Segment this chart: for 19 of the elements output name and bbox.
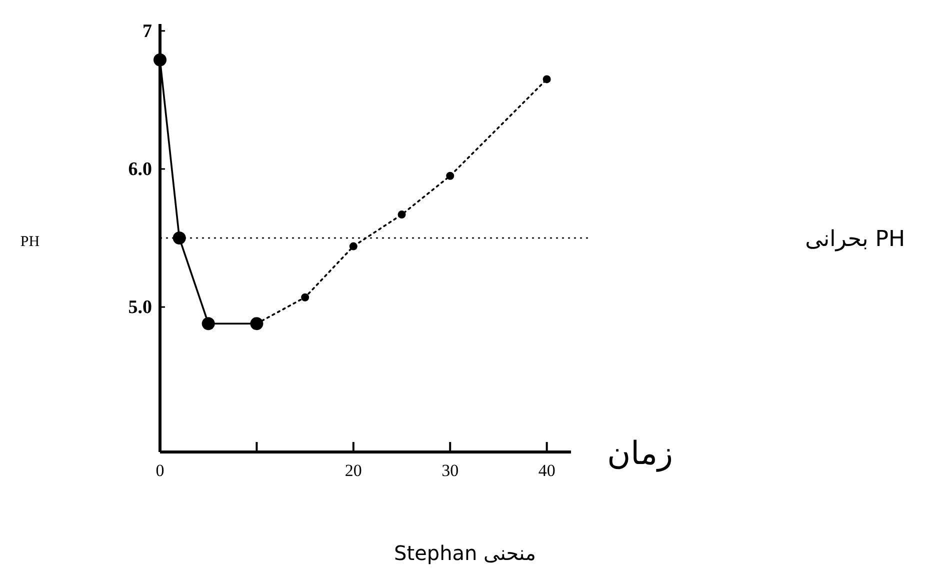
text: منحنی Stephan — [394, 541, 536, 565]
point — [542, 75, 551, 84]
y-tick-label: 5.0 — [128, 297, 152, 318]
point — [301, 293, 310, 302]
ref-line-label: PH بحرانی — [805, 227, 905, 252]
y-tick-label: 7 — [142, 20, 152, 42]
y-tick-label: 6.0 — [128, 158, 152, 180]
point — [446, 172, 454, 180]
point — [172, 232, 186, 244]
x-tick-label: 40 — [538, 461, 556, 480]
point — [154, 53, 166, 66]
x-tick-label: 20 — [344, 461, 362, 480]
text: PH — [20, 234, 40, 250]
point — [349, 242, 358, 250]
point — [202, 317, 215, 330]
x-axis-title: زمان — [607, 434, 673, 472]
x-tick-label: 30 — [442, 461, 459, 480]
point — [398, 210, 406, 219]
x-tick-label: 0 — [156, 461, 164, 480]
